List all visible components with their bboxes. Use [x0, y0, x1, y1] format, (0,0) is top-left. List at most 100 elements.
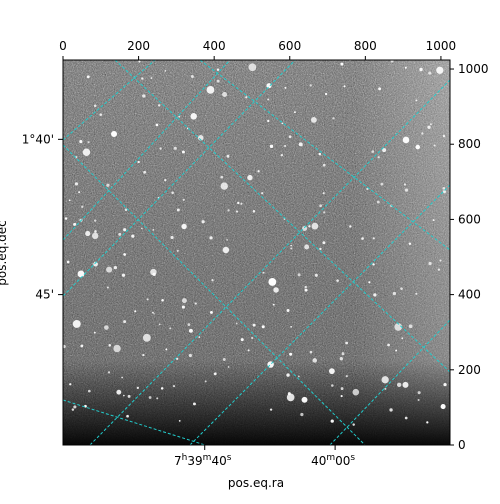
star	[161, 298, 164, 302]
star	[220, 175, 224, 179]
star	[106, 286, 109, 289]
star	[280, 153, 284, 157]
star	[66, 260, 70, 264]
star	[436, 66, 444, 74]
star	[300, 412, 304, 417]
star	[311, 222, 319, 230]
star	[206, 86, 215, 94]
star	[181, 223, 187, 230]
star	[156, 397, 159, 400]
star	[213, 372, 217, 376]
star	[159, 147, 162, 150]
star	[389, 408, 393, 412]
star	[209, 310, 213, 314]
star	[312, 358, 318, 363]
star	[121, 376, 124, 379]
star	[304, 244, 310, 250]
star	[380, 182, 384, 186]
star	[290, 244, 292, 247]
star	[345, 341, 349, 345]
star	[308, 225, 311, 228]
star	[178, 115, 181, 118]
star	[267, 119, 270, 123]
star	[82, 148, 91, 157]
star	[99, 113, 103, 116]
star	[366, 187, 369, 191]
star	[141, 77, 144, 80]
star	[352, 423, 355, 426]
star	[382, 148, 387, 153]
x-tick-label-top: 800	[354, 39, 377, 53]
star	[107, 371, 111, 374]
grid-line	[63, 60, 231, 241]
star	[376, 200, 380, 204]
star	[79, 140, 83, 144]
star	[440, 404, 446, 410]
star	[181, 150, 185, 154]
star	[211, 279, 214, 282]
star	[81, 205, 84, 208]
x-tick-label-top: 200	[127, 39, 150, 53]
star	[201, 220, 205, 224]
star	[284, 144, 287, 148]
grid-line	[63, 60, 156, 141]
star	[138, 60, 141, 63]
plot-area	[62, 59, 451, 446]
star	[272, 303, 275, 306]
star	[69, 383, 72, 386]
star	[396, 382, 402, 388]
star	[94, 230, 97, 233]
star	[284, 86, 287, 89]
star	[73, 222, 77, 226]
star	[400, 287, 403, 290]
star	[288, 135, 292, 139]
star	[173, 146, 177, 150]
star	[384, 387, 387, 390]
star	[194, 302, 197, 305]
star	[262, 271, 265, 274]
plot-frame	[62, 59, 451, 446]
star	[160, 387, 164, 390]
star	[142, 333, 151, 342]
star	[93, 261, 98, 267]
star	[85, 230, 91, 237]
star	[417, 391, 421, 395]
star	[403, 183, 406, 186]
star	[322, 241, 326, 245]
star	[286, 373, 290, 377]
star	[123, 394, 125, 397]
star	[298, 142, 303, 147]
star	[252, 323, 256, 327]
star	[332, 117, 335, 120]
star	[309, 84, 312, 87]
star	[153, 313, 155, 315]
star	[395, 349, 398, 352]
star	[165, 348, 168, 351]
star	[192, 402, 196, 406]
star	[378, 87, 382, 91]
star	[261, 325, 265, 329]
star	[343, 85, 346, 88]
star	[286, 309, 290, 312]
star	[268, 278, 277, 286]
star	[111, 130, 118, 137]
star	[286, 393, 295, 402]
star	[415, 144, 421, 150]
star	[404, 66, 407, 69]
star	[148, 396, 152, 399]
star	[176, 208, 180, 212]
star	[93, 104, 97, 108]
star	[408, 242, 412, 245]
star	[116, 389, 122, 395]
y-axis-label: pos.eq.dec	[0, 220, 9, 285]
star	[373, 293, 377, 297]
star	[106, 266, 113, 273]
star	[237, 201, 240, 205]
coordinate-grid	[63, 60, 450, 445]
star	[429, 123, 432, 126]
star-field	[63, 60, 447, 426]
star	[261, 192, 264, 195]
star	[227, 366, 230, 368]
axes: 0 200 400 600 800 1000 0 200 400 600 800 1000 7h39m4…	[22, 39, 489, 468]
